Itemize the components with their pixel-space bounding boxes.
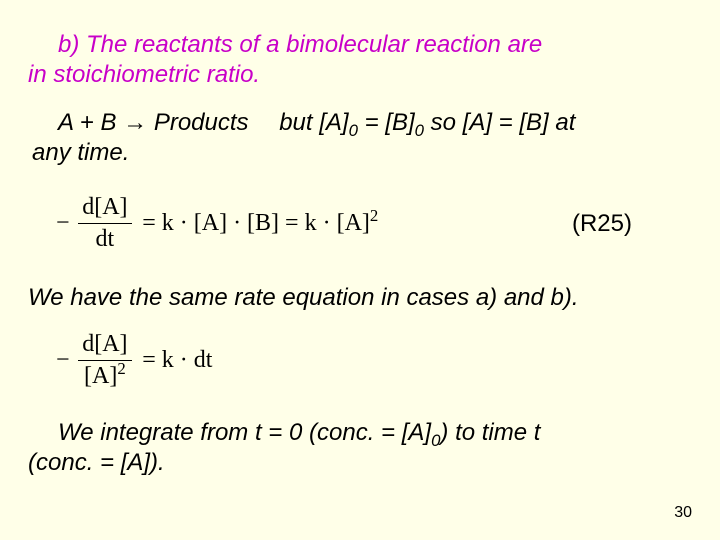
page-number: 30	[674, 504, 692, 522]
middle-sentence: We have the same rate equation in cases …	[28, 283, 692, 313]
eq1-numerator: d[A]	[82, 194, 127, 220]
eq2-denominator: [A]	[84, 363, 117, 389]
reaction-text-4: any time.	[32, 139, 129, 166]
eq1-denominator: dt	[96, 226, 115, 252]
subscript-zero: 0	[349, 121, 358, 140]
equation-separated: − d[A] [A]2 = k · dt	[56, 331, 692, 390]
section-title-line2: in stoichiometric ratio.	[28, 61, 260, 88]
final-text-3: (conc. = [A]).	[28, 449, 165, 476]
final-text-2: ) to time t	[440, 419, 540, 446]
eq2-numerator: d[A]	[82, 331, 127, 357]
eq2-rhs: = k · dt	[142, 347, 212, 374]
reaction-text-2: = [B]	[358, 109, 415, 136]
subscript-zero: 0	[431, 431, 440, 450]
equation-r25: − d[A] dt = k · [A] · [B] = k · [A]2	[56, 194, 378, 253]
eq1-exponent: 2	[370, 206, 378, 225]
reaction-paragraph: A + B → Products but [A]0 = [B]0 so [A] …	[28, 108, 692, 168]
eq2-den-exponent: 2	[117, 359, 125, 378]
eq1-rhs: = k · [A] · [B] = k · [A]	[142, 210, 370, 236]
subscript-zero: 0	[415, 121, 424, 140]
section-title-line1: The reactants of a bimolecular reaction …	[86, 31, 542, 58]
final-text-1: We integrate from t = 0 (conc. = [A]	[58, 419, 431, 446]
section-label: b)	[58, 31, 79, 58]
reaction-text-3: so [A] = [B] at	[424, 109, 575, 136]
equation-reference: (R25)	[378, 210, 692, 238]
final-paragraph: We integrate from t = 0 (conc. = [A]0) t…	[28, 418, 692, 478]
reaction-text-1: A + B → Products but [A]	[58, 109, 349, 136]
section-heading: b) The reactants of a bimolecular reacti…	[28, 30, 692, 90]
